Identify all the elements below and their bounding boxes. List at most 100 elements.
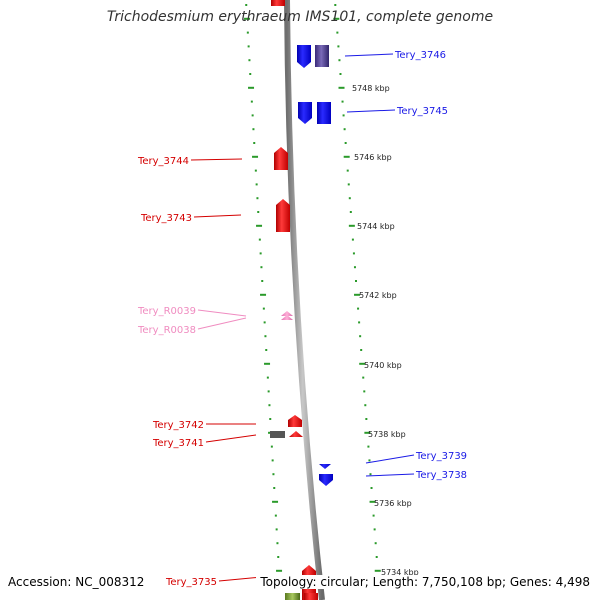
gene-feature-tery-3739 bbox=[319, 464, 331, 469]
tick-minor bbox=[375, 556, 378, 558]
tick-minor bbox=[348, 197, 351, 200]
tick-major bbox=[260, 293, 267, 296]
gene-feature-tery-3743 bbox=[276, 199, 290, 232]
gene-feature-bottom bbox=[304, 593, 318, 600]
tick-minor bbox=[342, 114, 345, 117]
gene-label-tery-3745: Tery_3745 bbox=[396, 106, 448, 117]
gene-feature-tery-3738 bbox=[319, 474, 333, 486]
tick-minor bbox=[275, 528, 278, 531]
tick-minor bbox=[370, 487, 373, 489]
tick-minor bbox=[265, 349, 268, 351]
tick-major bbox=[369, 500, 376, 503]
tick-marks-outer bbox=[333, 4, 381, 586]
gene-feature-tery-3745-b bbox=[317, 102, 331, 124]
leader-line-tery-r0038 bbox=[197, 317, 247, 330]
scale-label: 5738 kbp bbox=[368, 430, 406, 439]
map-title: Trichodesmium erythraeum IMS101, complet… bbox=[106, 9, 494, 25]
tick-minor bbox=[272, 473, 275, 476]
gene-label-tery-r0038: Tery_R0038 bbox=[137, 325, 196, 336]
tick-minor bbox=[363, 390, 366, 393]
leader-lines bbox=[190, 53, 415, 582]
gene-features bbox=[270, 0, 333, 600]
leader-line-tery-3743 bbox=[193, 214, 242, 218]
gene-labels-right: Tery_3746 Tery_3745 Tery_3739 Tery_3738 bbox=[394, 50, 467, 481]
gene-feature-tery-3745-a bbox=[298, 102, 312, 124]
tick-minor bbox=[334, 4, 337, 6]
gene-feature-grey bbox=[270, 431, 285, 438]
tick-minor bbox=[364, 404, 367, 407]
tick-minor bbox=[254, 169, 257, 172]
tick-minor bbox=[372, 514, 375, 517]
genome-summary-text: Topology: circular; Length: 7,750,108 bp… bbox=[256, 575, 590, 589]
tick-minor bbox=[336, 31, 339, 34]
tick-minor bbox=[369, 473, 372, 476]
tick-major bbox=[354, 293, 361, 296]
tick-minor bbox=[261, 280, 264, 282]
tick-major bbox=[364, 431, 371, 434]
tick-minor bbox=[352, 252, 355, 255]
gene-label-tery-3743: Tery_3743 bbox=[140, 213, 192, 224]
scale-label: 5746 kbp bbox=[354, 153, 392, 162]
tick-minor bbox=[246, 31, 249, 34]
gene-label-tery-3739: Tery_3739 bbox=[415, 451, 467, 462]
leader-line-tery-3746 bbox=[344, 53, 394, 57]
tick-minor bbox=[256, 197, 259, 200]
tick-minor bbox=[343, 128, 346, 131]
tick-minor bbox=[341, 100, 344, 103]
tick-minor bbox=[368, 459, 371, 462]
tick-minor bbox=[367, 445, 370, 448]
gene-feature-tery-3746-a bbox=[297, 45, 311, 68]
tick-minor bbox=[245, 4, 248, 6]
tick-minor bbox=[351, 238, 354, 241]
gene-label-tery-r0039: Tery_R0039 bbox=[137, 306, 196, 317]
rna-feature-tery-r0039 bbox=[281, 311, 293, 316]
tick-major bbox=[276, 569, 283, 572]
leader-line-tery-3741 bbox=[205, 434, 257, 443]
tick-major bbox=[333, 17, 340, 20]
tick-major bbox=[272, 500, 279, 503]
tick-minor bbox=[268, 404, 271, 407]
tick-minor bbox=[373, 528, 376, 531]
gene-label-tery-3746: Tery_3746 bbox=[394, 50, 446, 61]
scale-labels: 5748 kbp 5746 kbp 5744 kbp 5742 kbp 5740… bbox=[352, 84, 419, 577]
gene-label-tery-3741: Tery_3741 bbox=[152, 438, 204, 449]
tick-minor bbox=[264, 335, 267, 338]
scale-label: 5736 kbp bbox=[374, 499, 412, 508]
tick-minor bbox=[250, 100, 253, 103]
tick-minor bbox=[262, 307, 265, 310]
tick-minor bbox=[344, 142, 347, 144]
tick-major bbox=[343, 155, 350, 158]
tick-minor bbox=[374, 542, 377, 545]
leader-line-tery-3735 bbox=[218, 576, 263, 582]
tick-minor bbox=[271, 459, 274, 462]
gene-label-tery-3735: Tery_3735 bbox=[165, 577, 217, 588]
gene-feature-tery-3741 bbox=[289, 431, 303, 437]
tick-minor bbox=[258, 238, 261, 241]
gene-feature-tery-3742 bbox=[288, 415, 302, 427]
tick-major bbox=[359, 362, 366, 365]
tick-minor bbox=[257, 211, 260, 213]
tick-minor bbox=[339, 73, 342, 75]
tick-minor bbox=[270, 445, 273, 448]
tick-minor bbox=[263, 321, 266, 324]
tick-minor bbox=[346, 169, 349, 172]
rna-feature-tery-r0038 bbox=[281, 315, 293, 320]
tick-major bbox=[256, 224, 263, 227]
tick-major bbox=[348, 224, 355, 227]
leader-line-tery-3745 bbox=[346, 109, 396, 113]
tick-minor bbox=[355, 280, 357, 282]
tick-minor bbox=[251, 114, 254, 117]
tick-major bbox=[244, 17, 251, 20]
tick-minor bbox=[277, 556, 280, 558]
tick-minor bbox=[353, 266, 356, 269]
tick-minor bbox=[347, 183, 350, 186]
scale-label: 5740 kbp bbox=[364, 361, 402, 370]
scale-label: 5734 kbp bbox=[381, 568, 419, 577]
scale-label: 5748 kbp bbox=[352, 84, 390, 93]
leader-line-tery-3739 bbox=[365, 454, 415, 464]
tick-minor bbox=[259, 252, 262, 255]
tick-minor bbox=[269, 418, 272, 420]
genome-backbone bbox=[284, 0, 325, 600]
tick-minor bbox=[337, 45, 340, 48]
tick-minor bbox=[260, 266, 263, 269]
